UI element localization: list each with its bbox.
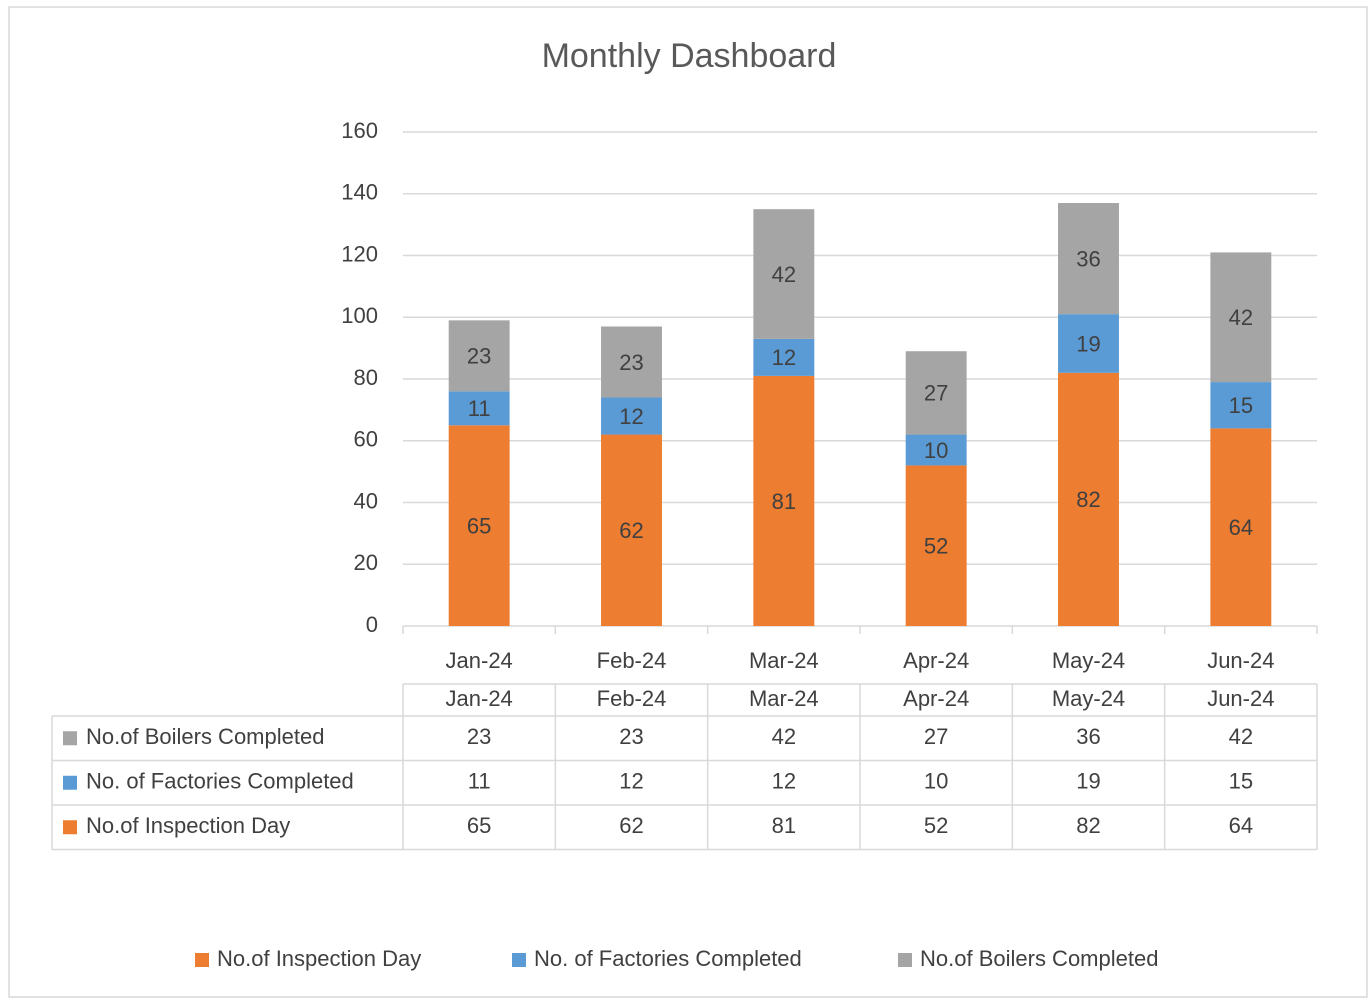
x-tick-label: Jun-24 xyxy=(1207,648,1274,673)
data-label: 52 xyxy=(924,534,948,559)
table-legend-key xyxy=(63,820,77,835)
data-label: 23 xyxy=(619,350,643,375)
bar-segment xyxy=(601,397,662,435)
data-label: 12 xyxy=(619,404,643,429)
y-tick-label: 120 xyxy=(341,241,378,266)
data-label: 12 xyxy=(772,345,796,370)
table-cell: 12 xyxy=(772,769,796,794)
x-tick-label: Apr-24 xyxy=(903,648,969,673)
legend-label: No.of Inspection Day xyxy=(217,946,421,971)
bar-segment xyxy=(753,375,815,626)
table-cell: 42 xyxy=(772,724,796,749)
bar-segment xyxy=(1058,314,1119,373)
x-tick-label: Mar-24 xyxy=(749,648,819,673)
chart-title: Monthly Dashboard xyxy=(542,37,837,75)
table-cell: 19 xyxy=(1076,769,1100,794)
data-label: 82 xyxy=(1076,487,1100,512)
data-label: 62 xyxy=(619,518,643,543)
legend-key xyxy=(898,953,912,967)
table-cell: 65 xyxy=(467,813,491,838)
bar-segment xyxy=(1058,372,1119,626)
bar-segment xyxy=(753,338,815,376)
bar-segment xyxy=(905,351,967,435)
bar-segment xyxy=(448,391,510,426)
table-cell: 36 xyxy=(1076,724,1100,749)
table-legend-key xyxy=(63,731,77,746)
x-tick-label: Jan-24 xyxy=(446,648,513,673)
data-label: 42 xyxy=(1229,305,1253,330)
bar-segment xyxy=(1210,382,1272,429)
table-legend-key xyxy=(63,775,77,790)
bar-segment xyxy=(448,320,510,392)
data-label: 42 xyxy=(772,262,796,287)
table-cell: 62 xyxy=(619,813,643,838)
bar-segment xyxy=(1058,203,1119,315)
data-label: 15 xyxy=(1229,393,1253,418)
bar-segment xyxy=(601,326,662,398)
table-cell: 27 xyxy=(924,724,948,749)
data-label: 36 xyxy=(1076,246,1100,271)
y-tick-label: 40 xyxy=(354,488,378,513)
legend-key xyxy=(195,953,209,967)
data-label: 64 xyxy=(1229,515,1253,540)
table-cell: 64 xyxy=(1229,813,1253,838)
table-row-label: No. of Factories Completed xyxy=(86,769,354,794)
data-label: 81 xyxy=(772,489,796,514)
table-cell: 10 xyxy=(924,769,948,794)
bar-segment xyxy=(905,465,967,626)
legend-label: No.of Boilers Completed xyxy=(920,946,1158,971)
table-header: May-24 xyxy=(1052,686,1125,711)
y-tick-label: 160 xyxy=(341,118,378,143)
bar-segment xyxy=(448,425,510,626)
table-header: Apr-24 xyxy=(903,686,969,711)
table-cell: 42 xyxy=(1229,724,1253,749)
bar-segment xyxy=(601,434,662,626)
bar-segment xyxy=(1210,252,1272,383)
bar-segment xyxy=(753,209,815,339)
y-tick-label: 0 xyxy=(366,612,378,637)
table-header: Feb-24 xyxy=(597,686,667,711)
data-label: 23 xyxy=(467,344,491,369)
table-header: Mar-24 xyxy=(749,686,819,711)
y-tick-label: 20 xyxy=(354,550,378,575)
table-cell: 11 xyxy=(468,769,491,794)
data-label: 65 xyxy=(467,513,491,538)
legend-label: No. of Factories Completed xyxy=(534,946,802,971)
table-cell: 15 xyxy=(1229,769,1253,794)
table-cell: 23 xyxy=(619,724,643,749)
table-cell: 23 xyxy=(467,724,491,749)
data-label: 11 xyxy=(468,396,491,421)
data-label: 27 xyxy=(924,381,948,406)
table-cell: 52 xyxy=(924,813,948,838)
table-cell: 82 xyxy=(1076,813,1100,838)
table-row-label: No.of Inspection Day xyxy=(86,813,290,838)
bar-segment xyxy=(905,434,967,466)
legend-key xyxy=(512,953,526,967)
table-cell: 81 xyxy=(772,813,796,838)
table-cell: 12 xyxy=(619,769,643,794)
table-header: Jun-24 xyxy=(1207,686,1274,711)
table-header: Jan-24 xyxy=(446,686,513,711)
y-tick-label: 140 xyxy=(341,180,378,205)
data-label: 19 xyxy=(1076,331,1100,356)
x-tick-label: May-24 xyxy=(1052,648,1125,673)
data-label: 10 xyxy=(924,438,948,463)
table-row-label: No.of Boilers Completed xyxy=(86,724,324,749)
x-tick-label: Feb-24 xyxy=(597,648,667,673)
y-tick-label: 80 xyxy=(354,365,378,390)
y-tick-label: 100 xyxy=(341,303,378,328)
y-tick-label: 60 xyxy=(354,427,378,452)
bar-segment xyxy=(1210,428,1272,626)
